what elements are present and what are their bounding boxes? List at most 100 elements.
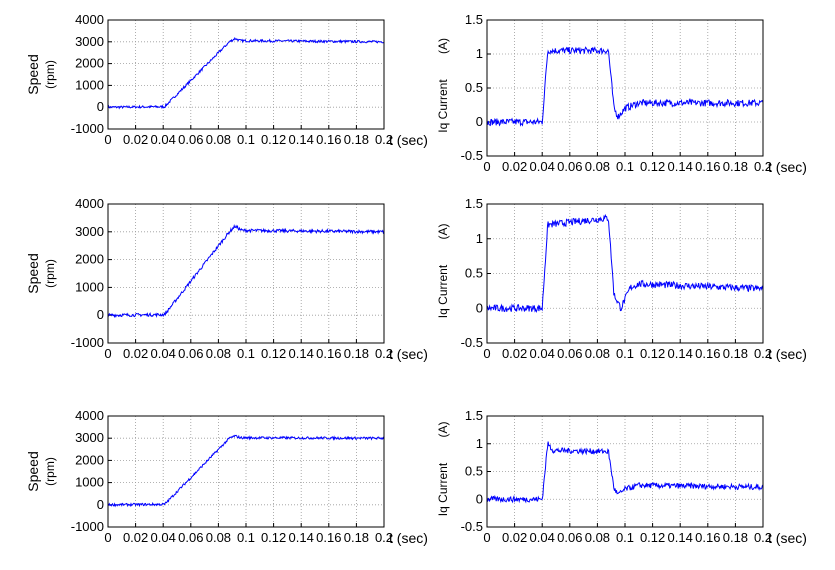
y-tick-label: 0.5	[465, 266, 483, 281]
series-line	[107, 223, 385, 319]
x-tick-label: 0.02	[123, 132, 148, 147]
x-tick-label: 0.18	[344, 530, 369, 545]
x-tick-label: 0.08	[585, 159, 610, 174]
y-tick-label: 2000	[75, 252, 104, 267]
x-tick-label: 0.14	[668, 159, 693, 174]
y-tick-label: -1000	[71, 335, 104, 350]
chart-iq-3: 0 0.02 0.04 0.06 0.08 0.1 0.12 0.14 0.16 0.18 0.2 -…	[436, 408, 807, 546]
y-tick-label: -0.5	[461, 519, 483, 534]
chart-speed-3: 0 0.02 0.04 0.06 0.08 0.1 0.12 0.14 0.16 0.18 0.2 -…	[25, 408, 428, 546]
x-tick-label: 0.14	[289, 346, 314, 361]
x-axis-label: t (sec)	[389, 132, 428, 148]
x-tick-label: 0.18	[344, 346, 369, 361]
x-tick-label: 0.14	[289, 530, 314, 545]
y-tick-label: 3000	[75, 224, 104, 239]
x-tick-label: 0.06	[557, 530, 582, 545]
y-tick-label: 1000	[75, 279, 104, 294]
y-axis-label: Iq Current	[436, 264, 450, 318]
x-tick-label: 0.2	[754, 346, 772, 361]
y-tick-label: 1.5	[465, 408, 483, 423]
x-tick-label: 0.16	[316, 346, 341, 361]
x-tick-label: 0.1	[616, 159, 634, 174]
y-tick-label: 2000	[75, 452, 104, 467]
y-tick-label: 0.5	[465, 80, 483, 95]
x-tick-label: 0.1	[616, 346, 634, 361]
x-tick-label: 0.06	[178, 530, 203, 545]
x-tick-label: 0.08	[206, 346, 231, 361]
y-axis-unit: (A)	[436, 38, 450, 54]
y-axis-label: Iq Current	[436, 462, 450, 516]
x-tick-label: 0.06	[557, 159, 582, 174]
x-tick-label: 0.02	[123, 346, 148, 361]
y-axis-label: Speed	[25, 54, 41, 94]
x-axis-label: t (sec)	[389, 346, 428, 362]
x-tick-label: 0	[104, 346, 111, 361]
x-tick-label: 0.12	[640, 530, 665, 545]
x-tick-label: 0.2	[375, 346, 393, 361]
y-axis-label: Speed	[25, 253, 41, 293]
y-tick-label: -1000	[71, 519, 104, 534]
y-tick-label: 0	[476, 300, 483, 315]
y-axis-unit: (A)	[436, 422, 450, 438]
x-tick-label: 0.16	[695, 346, 720, 361]
y-tick-label: 4000	[75, 12, 104, 27]
axes-frame	[486, 415, 764, 528]
x-tick-label: 0.02	[502, 530, 527, 545]
x-tick-label: 0.08	[206, 132, 231, 147]
x-tick-label: 0.02	[502, 346, 527, 361]
x-tick-label: 0.06	[557, 346, 582, 361]
y-tick-label: 0	[476, 491, 483, 506]
y-tick-label: -0.5	[461, 148, 483, 163]
axes-frame	[486, 19, 764, 157]
x-tick-label: 0.04	[530, 530, 555, 545]
y-tick-label: -1000	[71, 121, 104, 136]
y-tick-label: 1	[476, 231, 483, 246]
x-tick-label: 0.2	[754, 159, 772, 174]
x-tick-label: 0.12	[261, 530, 286, 545]
x-tick-label: 0.06	[178, 132, 203, 147]
x-tick-label: 0.04	[151, 530, 176, 545]
x-tick-label: 0.18	[723, 159, 748, 174]
x-tick-label: 0.04	[530, 159, 555, 174]
plot-area	[108, 416, 384, 527]
y-tick-label: 4000	[75, 408, 104, 423]
y-tick-label: 1	[476, 436, 483, 451]
y-tick-label: 0.5	[465, 464, 483, 479]
x-tick-label: 0.12	[261, 132, 286, 147]
chart-speed-2: 0 0.02 0.04 0.06 0.08 0.1 0.12 0.14 0.16 0.18 0.2 -…	[25, 196, 428, 362]
y-axis-unit: (rpm)	[43, 457, 57, 486]
x-tick-label: 0.16	[316, 530, 341, 545]
y-tick-label: 1.5	[465, 196, 483, 211]
y-tick-label: 0	[97, 307, 104, 322]
x-tick-label: 0.04	[151, 132, 176, 147]
x-tick-label: 0.12	[261, 346, 286, 361]
x-tick-label: 0	[483, 346, 490, 361]
x-tick-label: 0	[483, 159, 490, 174]
x-axis-label: t (sec)	[389, 530, 428, 546]
x-tick-label: 0.18	[723, 530, 748, 545]
series-line	[107, 36, 385, 110]
x-axis-label: t (sec)	[768, 346, 807, 362]
x-tick-label: 0.1	[237, 530, 255, 545]
chart-speed-1: 0 0.02 0.04 0.06 0.08 0.1 0.12 0.14 0.16 0.18 0.2 -…	[25, 12, 428, 148]
x-tick-label: 0.16	[695, 530, 720, 545]
y-axis-label: Speed	[25, 451, 41, 491]
y-axis-unit: (A)	[436, 224, 450, 240]
series-line	[107, 434, 385, 508]
y-axis-label: Iq Current	[436, 79, 450, 133]
x-tick-label: 0.18	[344, 132, 369, 147]
x-tick-label: 0.1	[237, 346, 255, 361]
series-line	[486, 441, 764, 504]
series-line	[486, 213, 764, 313]
x-tick-label: 0.16	[316, 132, 341, 147]
x-tick-label: 0.2	[375, 530, 393, 545]
x-tick-label: 0.14	[668, 530, 693, 545]
x-tick-label: 0.02	[123, 530, 148, 545]
x-tick-label: 0.04	[530, 346, 555, 361]
y-tick-label: 0	[97, 497, 104, 512]
y-tick-label: 0	[97, 99, 104, 114]
x-tick-label: 0.08	[585, 530, 610, 545]
y-axis-unit: (rpm)	[43, 259, 57, 288]
x-tick-label: 0.2	[375, 132, 393, 147]
